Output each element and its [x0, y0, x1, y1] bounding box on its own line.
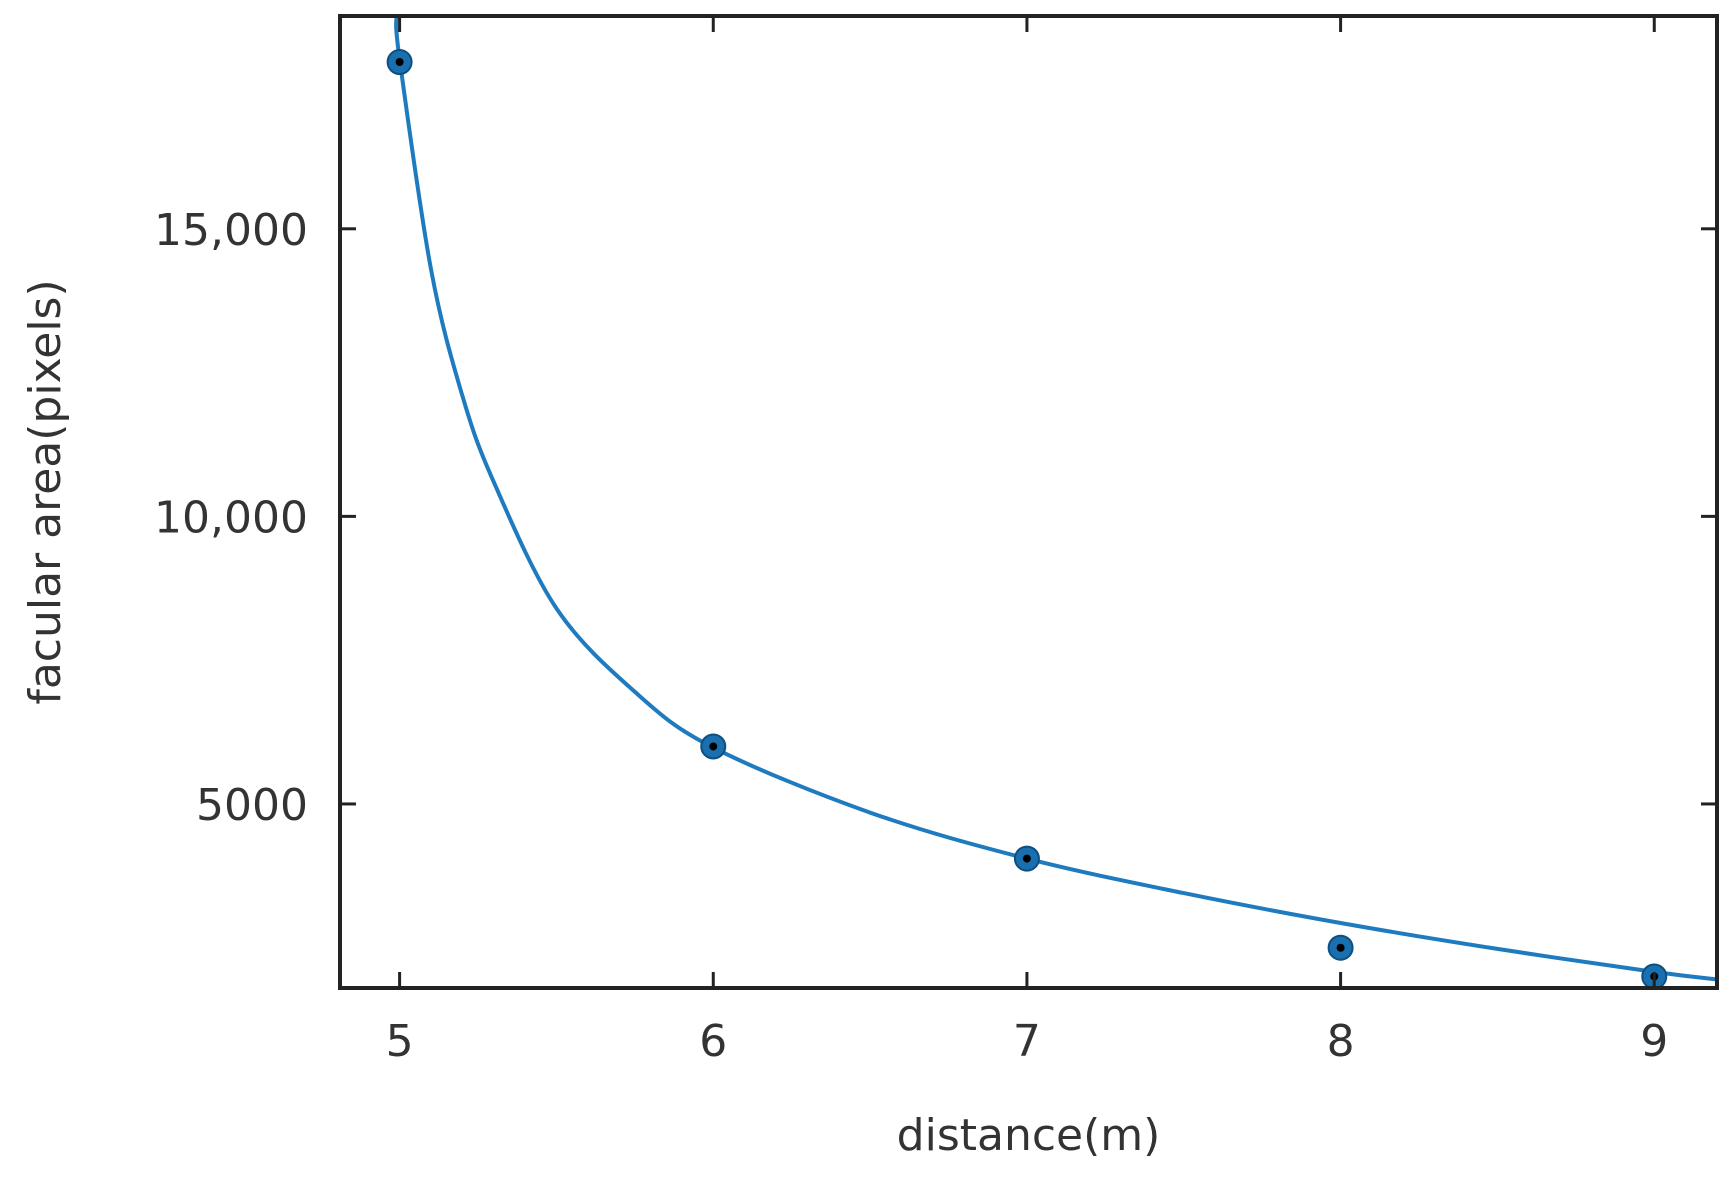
x-tick-label: 5: [386, 1016, 414, 1067]
plot-frame: [338, 14, 1719, 990]
y-axis-label: facular area(pixels): [20, 279, 71, 704]
data-point: [700, 733, 727, 760]
fitted-curve-line: [394, 16, 1717, 982]
x-tick-label: 8: [1327, 1016, 1355, 1067]
x-axis-label: distance(m): [897, 1110, 1161, 1161]
y-tick-label: 5000: [196, 780, 308, 831]
data-point: [1327, 934, 1354, 961]
y-tick-label: 15,000: [154, 205, 308, 256]
data-point: [386, 49, 413, 76]
y-tick-label: 10,000: [154, 492, 308, 543]
axis-ticks: 5 6 7 8 9 5000 10,000 15,000: [154, 16, 1717, 1067]
data-point: [1013, 845, 1040, 872]
x-tick-label: 6: [699, 1016, 727, 1067]
x-tick-label: 9: [1640, 1016, 1668, 1067]
plot-area: [386, 16, 1717, 990]
x-tick-label: 7: [1013, 1016, 1041, 1067]
